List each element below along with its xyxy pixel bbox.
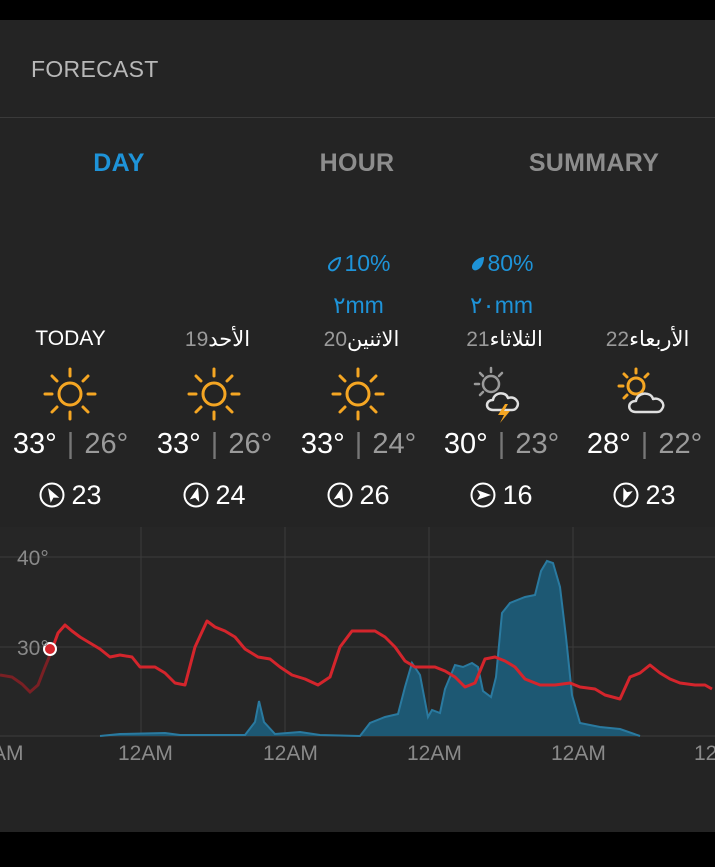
drop-outline-icon (328, 256, 342, 272)
y-label-30: 30° (17, 637, 49, 660)
low-temp: 26° (84, 428, 129, 460)
x-label-0: AM (0, 742, 24, 765)
precip-amount: ٢mm (333, 292, 384, 318)
partly-cloudy-icon (617, 367, 665, 414)
forecast-panel: FORECAST DAY HOUR SUMMARY TODAY 33° | 26… (0, 20, 715, 832)
high-temp: 33° (300, 428, 345, 460)
low-temp: 24° (372, 428, 417, 460)
x-label-2: 12AM (263, 742, 318, 765)
day-temps: 30° | 23° (443, 428, 560, 460)
wind-speed: 26 (359, 480, 390, 510)
wind-direction-icon (39, 482, 65, 508)
x-label-3: 12AM (407, 742, 462, 765)
day-name: الأحد19 (184, 328, 251, 351)
wind-speed: 16 (502, 480, 533, 510)
temperature-line-past (0, 654, 52, 695)
day-name: الثلاثاء21 (466, 328, 543, 351)
wind-direction-icon (183, 482, 209, 508)
wind: 24 (143, 480, 286, 511)
tab-day[interactable]: DAY (93, 149, 145, 177)
high-temp: 33° (156, 428, 201, 460)
temperature-line (48, 619, 713, 701)
low-temp: 23° (515, 428, 560, 460)
day-column-tuesday[interactable]: 80% ٢٠mm الثلاثاء21 30° | 23° 16 (430, 20, 573, 540)
sun-icon (331, 367, 385, 421)
forecast-header: FORECAST (0, 20, 715, 118)
high-temp: 33° (12, 428, 57, 460)
day-column-monday[interactable]: 10% ٢mm الاثنين20 33° | 24° 26 (287, 20, 430, 540)
wind-direction-icon (327, 482, 353, 508)
low-temp: 26° (228, 428, 273, 460)
wind-direction-icon (613, 482, 639, 508)
wind: 26 (287, 480, 430, 511)
wind-speed: 24 (215, 480, 246, 510)
x-label-4: 12AM (551, 742, 606, 765)
x-label-1: 12AM (118, 742, 173, 765)
forecast-chart[interactable]: 40° 30° AM 12AM 12AM 12AM 12AM 12 (0, 527, 715, 767)
day-column-sunday[interactable]: الأحد19 33° | 26° 24 (143, 20, 286, 540)
forecast-tabs: DAY HOUR SUMMARY (0, 118, 715, 213)
precipitation-line (99, 559, 641, 738)
precip-chance: 10% (287, 250, 430, 277)
precip-chance: 80% (430, 250, 573, 277)
day-column-wednesday[interactable]: الأربعاء22 28° | 22° 23 (573, 20, 715, 540)
y-label-40: 40° (17, 547, 49, 570)
day-column-today[interactable]: TODAY 33° | 26° 23 (0, 20, 142, 540)
precipitation-area (100, 561, 640, 736)
wind-speed: 23 (645, 480, 676, 510)
wind: 23 (573, 480, 715, 511)
wind: 23 (0, 480, 142, 511)
high-temp: 30° (443, 428, 488, 460)
day-name: الاثنين20 (323, 328, 400, 351)
current-time-marker-dot (45, 644, 55, 654)
day-name: الأربعاء22 (605, 328, 690, 351)
sun-icon (187, 367, 241, 421)
sun-icon (43, 367, 97, 421)
precip-amount: ٢٠mm (469, 292, 534, 318)
tab-summary[interactable]: SUMMARY (528, 149, 660, 177)
day-temps: 33° | 26° (156, 428, 273, 460)
day-temps: 33° | 26° (12, 428, 129, 460)
low-temp: 22° (658, 428, 703, 460)
drop-filled-icon (472, 257, 485, 271)
wind-direction-icon (470, 482, 496, 508)
forecast-title: FORECAST (31, 56, 159, 82)
day-temps: 28° | 22° (586, 428, 703, 460)
wind: 16 (430, 480, 573, 511)
x-label-5: 12 (694, 742, 715, 765)
day-temps: 33° | 24° (300, 428, 417, 460)
high-temp: 28° (586, 428, 631, 460)
thunderstorm-icon (473, 366, 520, 423)
day-name: TODAY (35, 327, 106, 350)
tab-hour[interactable]: HOUR (319, 149, 395, 177)
wind-speed: 23 (71, 480, 102, 510)
